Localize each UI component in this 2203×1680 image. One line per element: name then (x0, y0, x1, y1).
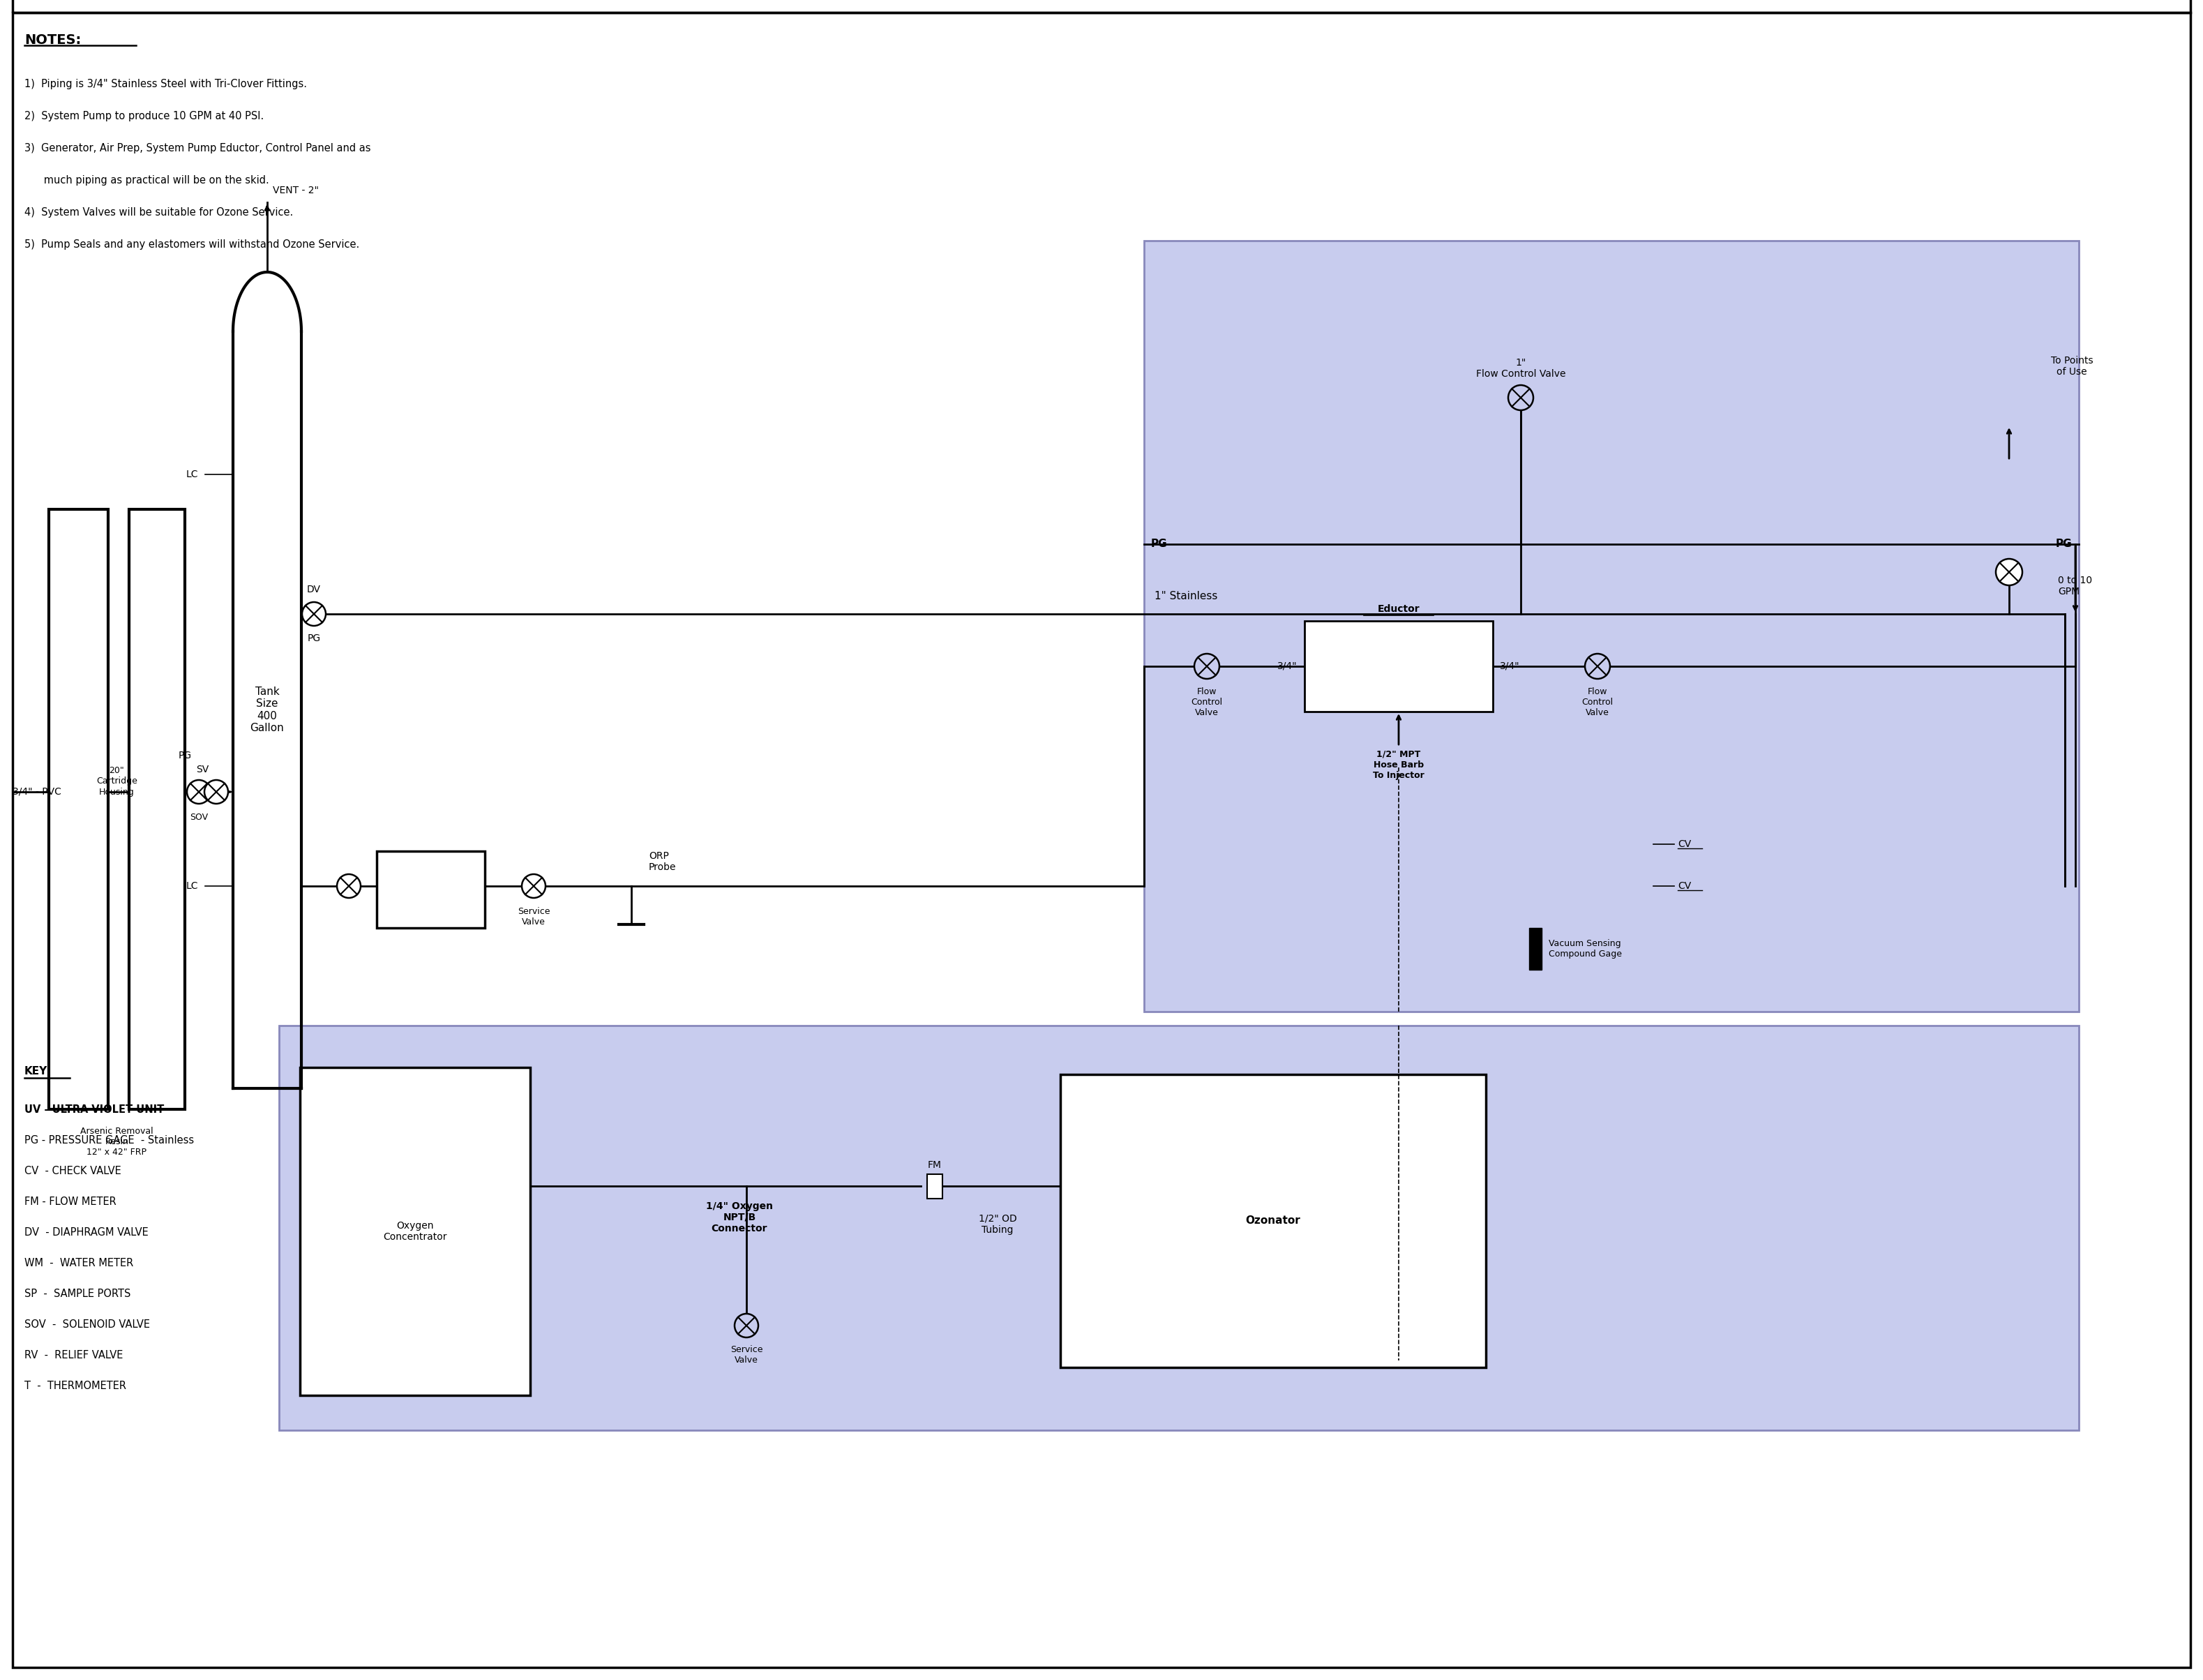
Text: SOV: SOV (189, 813, 207, 822)
Circle shape (187, 780, 211, 803)
Circle shape (1584, 654, 1610, 679)
Text: PG: PG (1150, 539, 1168, 549)
Text: SV: SV (196, 764, 209, 774)
Circle shape (205, 780, 229, 803)
Text: 1)  Piping is 3/4" Stainless Steel with Tri-Clover Fittings.: 1) Piping is 3/4" Stainless Steel with T… (24, 79, 306, 89)
Text: Service
Valve: Service Valve (729, 1346, 762, 1364)
Text: KEY: KEY (24, 1067, 48, 1077)
Text: PG: PG (306, 633, 322, 643)
Text: DV  - DIAPHRAGM VALVE: DV - DIAPHRAGM VALVE (24, 1226, 148, 1238)
Circle shape (734, 1314, 758, 1337)
Bar (377, 852, 485, 927)
Bar (280, 1025, 2080, 1430)
Text: PG: PG (2055, 539, 2071, 549)
Circle shape (522, 874, 546, 897)
Text: Flow
Control
Valve: Flow Control Valve (1192, 687, 1223, 717)
Text: FM: FM (927, 1161, 941, 1171)
Text: 0 to 10
GPM: 0 to 10 GPM (2058, 576, 2093, 596)
Text: ORP
Probe: ORP Probe (648, 852, 676, 872)
Text: Vacuum Sensing
Compound Gage: Vacuum Sensing Compound Gage (1549, 939, 1621, 959)
Bar (1529, 927, 1542, 969)
Text: Service
Valve: Service Valve (518, 907, 551, 926)
Text: CV: CV (1679, 882, 1692, 890)
Text: 1" Stainless: 1" Stainless (1154, 591, 1218, 601)
Text: Eductor: Eductor (1377, 605, 1419, 613)
Bar (130, 509, 185, 1109)
Text: Tank
Size
400
Gallon: Tank Size 400 Gallon (251, 687, 284, 734)
Text: PG: PG (178, 751, 192, 761)
Text: Flow
Control
Valve: Flow Control Valve (1582, 687, 1613, 717)
Text: Pump: Pump (416, 885, 447, 894)
Text: VENT - 2": VENT - 2" (273, 185, 319, 195)
Text: 1/2" MPT
Hose Barb
To Injector: 1/2" MPT Hose Barb To Injector (1372, 749, 1425, 780)
Text: 1"
Flow Control Valve: 1" Flow Control Valve (1476, 358, 1566, 378)
Text: LC: LC (185, 882, 198, 890)
Text: NOTES:: NOTES: (24, 34, 82, 47)
Text: 3/4": 3/4" (1500, 662, 1520, 672)
Bar (1143, 240, 2080, 1011)
Text: 20"
Cartridge
Housing: 20" Cartridge Housing (97, 766, 137, 796)
Text: UV - ULTRA-VIOLET UNIT: UV - ULTRA-VIOLET UNIT (24, 1104, 163, 1116)
Text: 3/4": 3/4" (1278, 662, 1298, 672)
Text: 2)  System Pump to produce 10 GPM at 40 PSI.: 2) System Pump to produce 10 GPM at 40 P… (24, 111, 264, 121)
Text: CV: CV (1679, 840, 1692, 848)
Circle shape (302, 601, 326, 627)
Text: 5)  Pump Seals and any elastomers will withstand Ozone Service.: 5) Pump Seals and any elastomers will wi… (24, 239, 359, 250)
Text: much piping as practical will be on the skid.: much piping as practical will be on the … (24, 175, 269, 185)
Text: FM - FLOW METER: FM - FLOW METER (24, 1196, 117, 1206)
Text: PG - PRESSURE GAGE  - Stainless: PG - PRESSURE GAGE - Stainless (24, 1136, 194, 1146)
Text: Ozonator: Ozonator (1245, 1216, 1300, 1226)
Circle shape (1509, 385, 1533, 410)
Circle shape (1194, 654, 1220, 679)
Text: DV: DV (306, 585, 322, 595)
Text: 1/2" OD
Tubing: 1/2" OD Tubing (978, 1215, 1016, 1235)
Text: Arsenic Removal
Resin
12" x 42" FRP: Arsenic Removal Resin 12" x 42" FRP (79, 1127, 154, 1158)
Text: SOV  -  SOLENOID VALVE: SOV - SOLENOID VALVE (24, 1319, 150, 1331)
Bar (927, 1174, 943, 1198)
Text: RV  -  RELIEF VALVE: RV - RELIEF VALVE (24, 1351, 123, 1361)
Text: Oxygen
Concentrator: Oxygen Concentrator (383, 1221, 447, 1242)
Text: 3/4" - PVC: 3/4" - PVC (13, 786, 62, 796)
Text: 4)  System Valves will be suitable for Ozone Service.: 4) System Valves will be suitable for Oz… (24, 207, 293, 218)
Bar (48, 509, 108, 1109)
Circle shape (1996, 559, 2022, 585)
Text: WM  -  WATER METER: WM - WATER METER (24, 1258, 134, 1268)
Text: T  -  THERMOMETER: T - THERMOMETER (24, 1381, 126, 1391)
Text: To Points
of Use: To Points of Use (2051, 356, 2093, 376)
Text: 3)  Generator, Air Prep, System Pump Eductor, Control Panel and as: 3) Generator, Air Prep, System Pump Educ… (24, 143, 370, 153)
Bar (300, 1067, 531, 1396)
Text: SP  -  SAMPLE PORTS: SP - SAMPLE PORTS (24, 1289, 130, 1299)
Bar (1060, 1075, 1485, 1368)
Text: 1/4" Oxygen
NPT/B
Connector: 1/4" Oxygen NPT/B Connector (705, 1201, 773, 1233)
Bar (1304, 622, 1494, 712)
Circle shape (337, 874, 361, 897)
Text: CV  - CHECK VALVE: CV - CHECK VALVE (24, 1166, 121, 1176)
Text: LC: LC (185, 469, 198, 479)
